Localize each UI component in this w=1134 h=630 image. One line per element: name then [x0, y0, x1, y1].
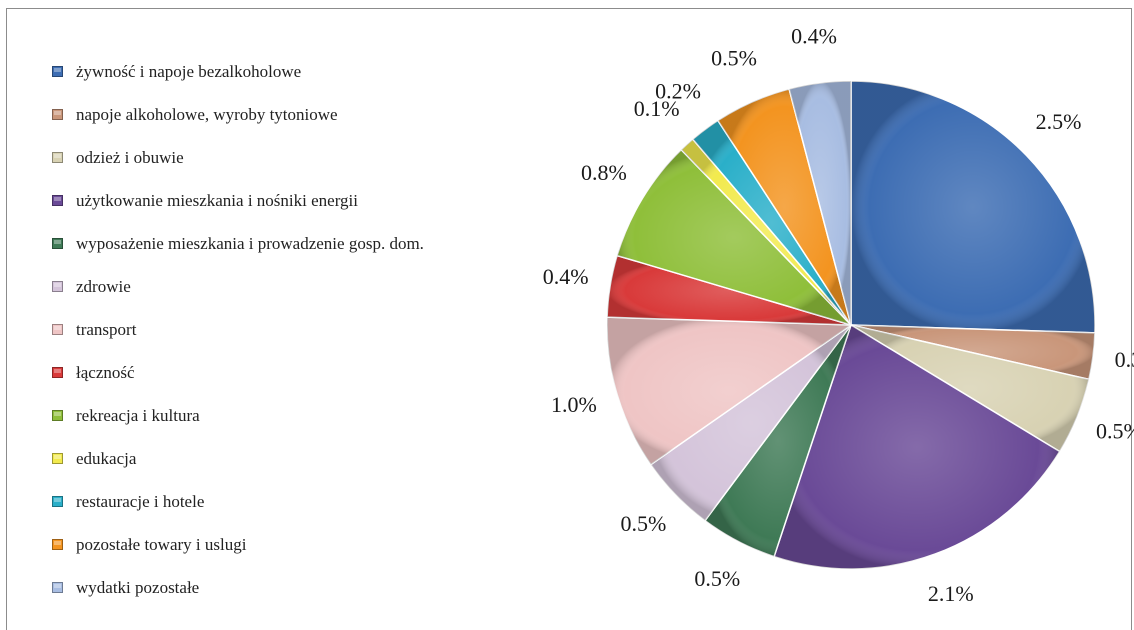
legend-swatch: [52, 324, 63, 335]
pie-slice-shading: [774, 325, 1060, 570]
legend-label: żywność i napoje bezalkoholowe: [76, 61, 302, 81]
legend-swatch: [52, 152, 63, 163]
legend-swatch: [52, 367, 63, 378]
data-label: 2.1%: [928, 581, 974, 606]
legend-label: pozostałe towary i uslugi: [76, 534, 247, 554]
pie-slice-shading: [705, 325, 851, 557]
legend-item: wyposażenie mieszkania i prowadzenie gos…: [52, 222, 424, 265]
legend-item: rekreacja i kultura: [52, 394, 424, 437]
pie-slice-shading: [607, 317, 851, 465]
data-label: 0.4%: [543, 264, 589, 289]
legend-item: odzież i obuwie: [52, 136, 424, 179]
pie-slice-shading: [789, 81, 851, 325]
legend-item: transport: [52, 308, 424, 351]
legend-label: odzież i obuwie: [76, 147, 184, 167]
pie-slice-shading: [681, 139, 851, 325]
legend-swatch: [52, 539, 63, 550]
data-label: 0.4%: [791, 23, 837, 48]
pie-labels: 2.5% 0.3% 0.5% 2.1% 0.5% 0.5% 1.0% 0.4% 0.8% 0.1%…: [543, 23, 1134, 606]
legend-label: napoje alkoholowe, wyroby tytoniowe: [76, 104, 338, 124]
legend-label: wydatki pozostałe: [76, 577, 200, 597]
data-label: 0.5%: [1096, 419, 1134, 444]
data-label: 0.5%: [694, 566, 740, 591]
legend-swatch: [52, 496, 63, 507]
legend-item: łączność: [52, 351, 424, 394]
data-label: 0.1%: [634, 96, 680, 121]
legend: żywność i napoje bezalkoholowe napoje al…: [52, 50, 424, 609]
legend-item: pozostałe towary i uslugi: [52, 523, 424, 566]
pie-slice-shading: [851, 81, 1095, 333]
legend-item: edukacja: [52, 437, 424, 480]
legend-swatch: [52, 238, 63, 249]
pie-slice-shading: [692, 120, 851, 325]
legend-label: rekreacja i kultura: [76, 405, 200, 425]
pie-slice-shading: [717, 88, 851, 325]
data-label: 0.8%: [581, 160, 627, 185]
pie-slice-shading: [650, 325, 851, 521]
chart-border: [6, 8, 1132, 630]
legend-label: zdrowie: [76, 276, 131, 296]
legend-label: edukacja: [76, 448, 137, 468]
legend-item: restauracje i hotele: [52, 480, 424, 523]
data-label: 0.3%: [1115, 347, 1134, 372]
legend-label: łączność: [76, 362, 135, 382]
legend-swatch: [52, 66, 63, 77]
data-label: 0.2%: [655, 78, 701, 103]
legend-swatch: [52, 109, 63, 120]
legend-swatch: [52, 453, 63, 464]
data-label: 0.5%: [620, 511, 666, 536]
legend-item: użytkowanie mieszkania i nośniki energii: [52, 179, 424, 222]
pie-slice-shading: [851, 325, 1089, 452]
legend-label: restauracje i hotele: [76, 491, 205, 511]
data-label: 1.0%: [551, 392, 597, 417]
legend-swatch: [52, 410, 63, 421]
pie-slice-shading: [617, 149, 851, 325]
legend-item: żywność i napoje bezalkoholowe: [52, 50, 424, 93]
legend-item: napoje alkoholowe, wyroby tytoniowe: [52, 93, 424, 136]
data-label: 2.5%: [1036, 109, 1082, 134]
legend-swatch: [52, 195, 63, 206]
legend-swatch: [52, 582, 63, 593]
data-label: 0.5%: [711, 46, 757, 71]
legend-item: zdrowie: [52, 265, 424, 308]
legend-label: użytkowanie mieszkania i nośniki energii: [76, 190, 359, 210]
pie-slices: [606, 80, 1096, 570]
legend-item: wydatki pozostałe: [52, 566, 424, 609]
legend-label: wyposażenie mieszkania i prowadzenie gos…: [76, 233, 424, 253]
legend-swatch: [52, 281, 63, 292]
legend-label: transport: [76, 319, 137, 339]
